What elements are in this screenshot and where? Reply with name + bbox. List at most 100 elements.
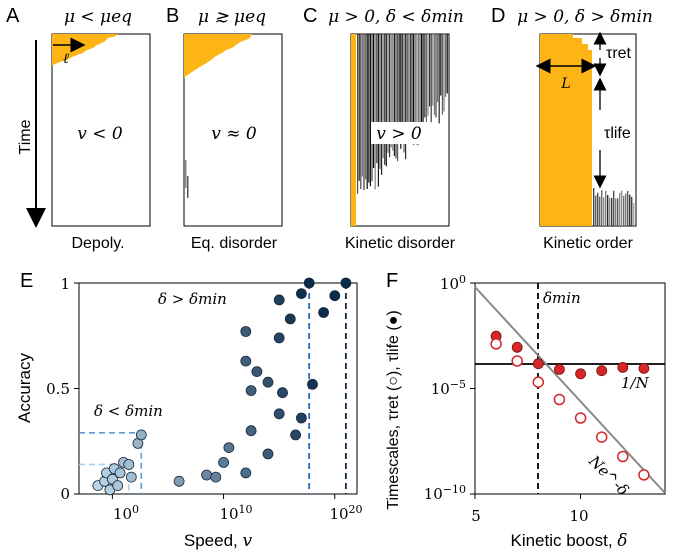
panel-c-bar (408, 34, 410, 141)
panel-d-bar (609, 197, 611, 226)
panel-f-chart: 100 10−5 10−10 5 10 δmin 1/N Ne^-δ Times… (385, 273, 666, 550)
panel-e-point (329, 290, 341, 302)
panel-letter-e: E (20, 270, 33, 292)
panel-c-bar (368, 34, 370, 183)
panel-c-kinetic-bars (357, 34, 448, 194)
panel-c-bar (357, 34, 359, 194)
panel-e-point (223, 442, 235, 454)
panel-f-point-tau-ret (574, 412, 587, 424)
panel-c-bar (413, 34, 415, 145)
panel-c-bar (432, 34, 434, 106)
panel-e-point (218, 456, 230, 468)
panel-f-point-tau-ret (553, 393, 566, 406)
panel-e-point (273, 294, 285, 306)
panel-e-point (262, 376, 274, 388)
panel-d-bar (617, 198, 619, 226)
panel-c-bar (424, 34, 426, 118)
panel-a-title: μ < μeq (64, 7, 132, 27)
panel-f-point-tau-life (554, 363, 565, 375)
panel-b-grey-bar-2 (187, 176, 189, 198)
panel-f-annotation-inverse-n: 1/N (621, 374, 650, 392)
panel-c-bar (377, 34, 379, 187)
panel-e-ytick-1: 1 (60, 275, 70, 293)
panel-e-point (240, 355, 252, 367)
panel-c-bar (395, 34, 397, 159)
panel-f-ylabel: Timescales, τret (○), τlife (●) (385, 310, 402, 509)
panel-e-point (340, 277, 352, 289)
panel-e-point (210, 471, 222, 483)
panel-e-annotation-low: δ < δmin (94, 402, 163, 420)
panel-f-points (490, 330, 650, 481)
panel-b-grey-bar-1 (185, 160, 187, 188)
panel-c-bar (406, 34, 408, 142)
panel-c-bar (374, 34, 376, 190)
panel-c-bar (358, 34, 360, 181)
panel-d-bar (629, 194, 631, 226)
panel-c-bar (392, 34, 394, 151)
panel-b-title: μ ≳ μeq (198, 7, 266, 27)
panel-e-point (273, 332, 285, 344)
panel-c: v > 0 Kinetic disorder (345, 33, 456, 252)
panel-f-xtick-10: 10 (569, 507, 588, 525)
panel-c-bar (369, 34, 371, 187)
panel-e-point (123, 459, 135, 470)
panel-c-bar (371, 34, 373, 182)
panel-e-point (290, 429, 302, 441)
panel-c-bar (376, 34, 378, 164)
tau-ret-label: τret (606, 45, 632, 62)
panel-e-chart: 1 0.5 0 100 1010 1020 Accuracy Speed, v … (15, 275, 363, 550)
panel-c-bar (414, 34, 416, 129)
panel-e-xlabel: Speed, v (184, 531, 253, 550)
panel-e-point (303, 277, 315, 289)
panel-d-bar (603, 197, 605, 226)
panel-e-point (318, 307, 330, 318)
panel-e-point (273, 408, 285, 420)
panel-c-bar (366, 34, 368, 189)
panel-c-bar (363, 34, 365, 191)
panel-e-ticks (74, 282, 336, 499)
panel-c-bar (430, 34, 432, 123)
panel-e-xtick-1010: 1010 (219, 503, 252, 523)
panel-f-point-tau-ret (617, 450, 629, 463)
panel-c-bar (417, 34, 419, 146)
panel-d-bar (627, 190, 629, 226)
panel-c-bar (425, 34, 427, 130)
panel-a-frame (51, 33, 151, 227)
panel-c-bar (427, 34, 429, 116)
panel-e-point (284, 313, 296, 325)
panel-c-bar (381, 34, 383, 175)
panel-c-bar (437, 34, 439, 102)
panel-c-bar (403, 34, 405, 153)
panel-f-ne-delta-line (474, 286, 666, 494)
panel-d-bar (621, 190, 623, 226)
panel-d-bar (605, 190, 607, 226)
panel-d-caption: Kinetic order (543, 235, 633, 252)
panel-f-annotation-delta-min: δmin (543, 289, 581, 307)
panel-f-point-tau-ret (490, 338, 502, 350)
panel-c-label-backdrop (371, 122, 427, 144)
panel-d-bar (595, 195, 597, 226)
panel-e-point (245, 425, 257, 437)
panel-letter-f: F (386, 270, 398, 292)
panel-e-point (295, 412, 307, 424)
panel-f-point-tau-life (532, 358, 544, 370)
panel-e-point (135, 429, 147, 441)
panel-e-point (240, 326, 252, 337)
panel-b-caption: Eq. disorder (191, 235, 278, 252)
panel-c-bar (441, 34, 443, 115)
panel-e-annotation-high: δ > δmin (158, 290, 227, 308)
panel-f-point-tau-life (575, 368, 586, 380)
panel-f-ticks (470, 282, 582, 499)
panel-c-bar (419, 34, 421, 139)
panel-d-bar (633, 203, 635, 226)
panel-d-bar (611, 197, 613, 226)
panel-c-bar (365, 34, 367, 180)
panel-c-bar (361, 34, 363, 177)
panel-d-orange-block (540, 34, 592, 226)
panel-f-point-tau-life (617, 361, 629, 373)
panel-c-bar (411, 34, 413, 132)
panel-c-title: μ > 0, δ < δmin (328, 7, 464, 27)
panel-c-center-label: v > 0 (376, 124, 422, 144)
panel-e-point (125, 471, 137, 483)
